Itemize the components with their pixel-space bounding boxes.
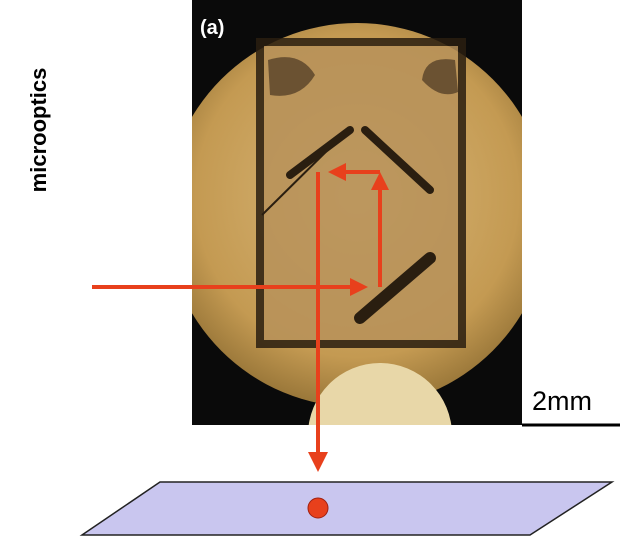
side-label: microoptics — [26, 68, 51, 193]
screen-plane — [82, 482, 612, 535]
arrowhead — [308, 452, 328, 472]
micrograph — [165, 23, 549, 507]
spot — [308, 498, 328, 518]
figure: (a) microoptics 2mm — [0, 0, 620, 537]
scale-bar-label: 2mm — [532, 386, 592, 416]
page: (a) microoptics 2mm (() => { const data … — [0, 0, 620, 537]
panel-label: (a) — [200, 17, 224, 39]
